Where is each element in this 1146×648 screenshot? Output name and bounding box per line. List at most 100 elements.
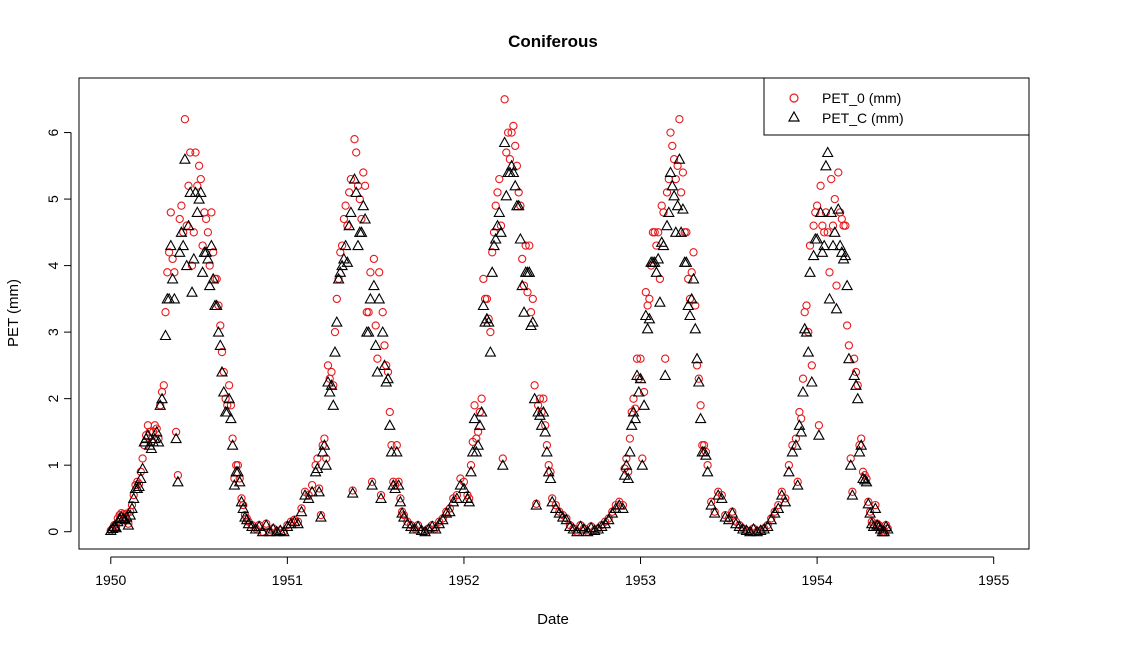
point-petc xyxy=(422,522,435,534)
point-petc xyxy=(797,385,809,397)
point-petc xyxy=(848,369,861,380)
point-petc xyxy=(842,352,855,364)
x-tick-label: 1954 xyxy=(802,572,833,588)
point-petc xyxy=(207,272,220,284)
point-petc xyxy=(530,498,543,510)
point-petc xyxy=(671,199,684,211)
point-petc xyxy=(860,475,873,487)
point-petc xyxy=(804,266,816,277)
point-petc xyxy=(429,522,442,534)
point-petc xyxy=(869,502,882,513)
point-pet0 xyxy=(201,214,211,224)
point-petc xyxy=(124,508,137,520)
point-petc xyxy=(180,259,193,271)
point-petc xyxy=(270,525,283,537)
point-pet0 xyxy=(339,214,349,224)
point-petc xyxy=(661,219,673,231)
point-petc xyxy=(482,315,495,327)
point-petc xyxy=(765,513,778,525)
point-pet0 xyxy=(539,394,548,403)
point-petc xyxy=(523,266,536,277)
point-petc xyxy=(722,513,735,525)
point-pet0 xyxy=(307,480,317,490)
point-petc xyxy=(344,206,357,217)
point-pet0 xyxy=(841,221,850,230)
point-pet0 xyxy=(173,471,183,480)
point-pet0 xyxy=(313,454,322,463)
point-petc xyxy=(514,232,527,244)
point-petc xyxy=(726,506,739,518)
point-pet0 xyxy=(491,201,500,210)
point-pet0 xyxy=(479,274,488,284)
point-pet0 xyxy=(655,274,665,284)
point-petc xyxy=(653,296,666,307)
point-petc xyxy=(535,419,548,430)
point-petc xyxy=(828,226,841,237)
point-petc xyxy=(150,425,163,437)
point-petc xyxy=(369,339,382,350)
point-petc xyxy=(708,506,721,518)
point-petc xyxy=(473,419,486,430)
point-petc xyxy=(412,520,424,531)
point-petc xyxy=(182,219,195,231)
point-petc xyxy=(350,186,363,197)
point-petc xyxy=(498,136,511,148)
point-pet0 xyxy=(503,128,513,137)
point-petc xyxy=(834,239,847,251)
point-petc xyxy=(851,392,864,404)
point-petc xyxy=(159,329,172,341)
point-petc xyxy=(744,525,756,537)
point-petc xyxy=(450,492,463,503)
point-pet0 xyxy=(482,294,492,304)
point-pet0 xyxy=(666,128,675,137)
point-petc xyxy=(249,522,262,534)
point-pet0 xyxy=(676,188,686,197)
point-pet0 xyxy=(373,354,382,363)
point-pet0 xyxy=(159,381,168,390)
y-tick-label: 5 xyxy=(45,195,61,203)
y-axis-label: PET (mm) xyxy=(5,279,22,347)
legend: PET_0 (mm) PET_C (mm) xyxy=(763,77,1030,136)
point-pet0 xyxy=(180,115,190,124)
point-petc xyxy=(691,352,703,364)
point-petc xyxy=(226,439,239,450)
point-pet0 xyxy=(820,228,829,237)
point-petc xyxy=(646,256,659,267)
point-petc xyxy=(521,266,534,277)
point-petc xyxy=(816,246,829,257)
x-tick-label: 1952 xyxy=(448,572,479,588)
x-tick-label: 1951 xyxy=(272,572,303,588)
point-pet0 xyxy=(320,434,329,443)
point-petc xyxy=(685,292,698,304)
point-pet0 xyxy=(152,424,161,433)
point-pet0 xyxy=(177,201,186,210)
point-pet0 xyxy=(654,228,663,237)
point-pet0 xyxy=(846,454,855,463)
point-petc xyxy=(323,385,336,397)
point-petc xyxy=(376,325,389,337)
point-petc xyxy=(436,513,449,525)
point-petc xyxy=(595,520,608,531)
point-pet0 xyxy=(509,121,518,131)
point-pet0 xyxy=(809,221,818,230)
chart-title: Coniferous xyxy=(508,32,598,51)
point-pet0 xyxy=(473,427,483,437)
point-petc xyxy=(343,219,356,231)
point-pet0 xyxy=(477,394,486,403)
point-petc xyxy=(844,459,857,470)
point-petc xyxy=(348,172,361,184)
y-tick-label: 4 xyxy=(45,262,61,270)
point-pet0 xyxy=(322,454,331,463)
point-petc xyxy=(684,309,696,321)
point-pet0 xyxy=(827,174,836,184)
x-axis-label: Date xyxy=(537,611,569,628)
point-petc xyxy=(314,510,327,522)
point-petc xyxy=(537,405,550,417)
point-petc xyxy=(237,502,250,513)
point-petc xyxy=(339,239,352,251)
point-pet0 xyxy=(814,421,824,430)
point-petc xyxy=(154,399,167,410)
point-pet0 xyxy=(314,484,324,493)
point-pet0 xyxy=(793,477,802,486)
legend-marker-pet0 xyxy=(789,93,799,103)
